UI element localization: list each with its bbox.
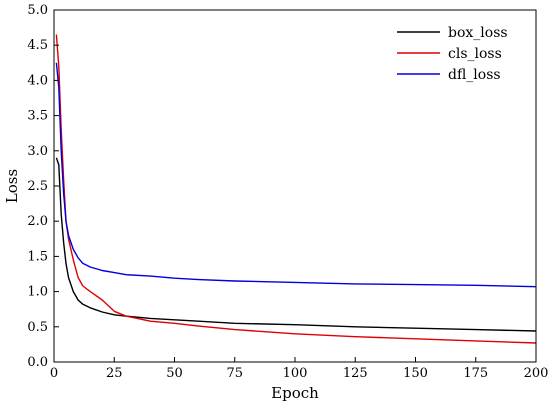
x-tick-label: 0 (50, 366, 58, 381)
x-tick-label: 25 (106, 366, 123, 381)
series-line-dfl_loss (55, 62, 537, 288)
x-tick-label: 75 (226, 366, 243, 381)
x-axis-title: Epoch (271, 384, 319, 402)
y-tick-label: 3.0 (27, 144, 48, 159)
y-tick-label: 4.0 (27, 73, 48, 88)
x-tick-label: 175 (463, 366, 488, 381)
legend-label-cls_loss: cls_loss (448, 46, 502, 62)
y-tick-label: 4.5 (27, 38, 48, 53)
axis-ticks (53, 9, 537, 363)
series-lines (55, 34, 537, 344)
y-tick-label: 0.0 (27, 355, 48, 370)
plot-frame (53, 9, 537, 363)
y-tick-label: 2.0 (27, 214, 48, 229)
y-tick-label: 2.5 (27, 179, 48, 194)
x-tick-label: 100 (283, 366, 308, 381)
y-axis-title: Loss (3, 169, 21, 203)
x-tick-label: 150 (403, 366, 428, 381)
legend-label-dfl_loss: dfl_loss (448, 67, 501, 83)
x-tick-label: 125 (343, 366, 368, 381)
y-tick-label: 1.0 (27, 285, 48, 300)
tick-labels: 0 25 50 75 100 125 150 175 200 0.0 0.5 1.0 1.5 2.0 2.5… (27, 3, 548, 381)
x-tick-label: 200 (524, 366, 549, 381)
y-tick-label: 5.0 (27, 3, 48, 18)
y-tick-label: 0.5 (27, 320, 48, 335)
y-tick-label: 3.5 (27, 109, 48, 124)
legend-label-box_loss: box_loss (448, 25, 508, 41)
y-tick-label: 1.5 (27, 249, 48, 264)
legend: box_loss cls_loss dfl_loss (397, 25, 508, 83)
x-tick-label: 50 (166, 366, 183, 381)
series-line-box_loss (55, 157, 537, 332)
